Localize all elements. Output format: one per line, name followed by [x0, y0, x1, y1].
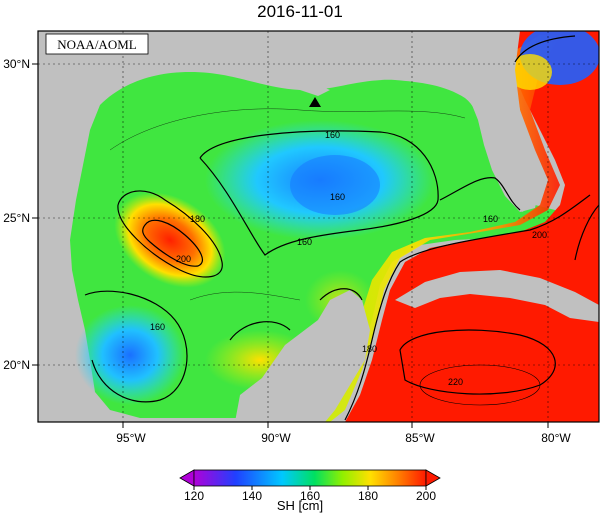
contour-label: 160 — [483, 214, 498, 224]
colorbar-tick-label: 160 — [300, 489, 320, 503]
contour-thin-south — [189, 291, 301, 301]
contour-label: 160 — [330, 192, 345, 202]
colorbar-tick-label: 180 — [358, 489, 378, 503]
contour-label: 160 — [325, 130, 340, 140]
caribbean-220-contour — [399, 329, 556, 395]
colorbar-low-arrow — [179, 469, 195, 487]
colorbar-high-arrow — [425, 469, 441, 487]
contour-180-loop-current — [344, 194, 591, 421]
lat-tick-label: 30°N — [3, 57, 30, 71]
western-warm-eddy — [114, 192, 226, 288]
contour-label: 160 — [297, 237, 312, 247]
contour-180-south — [229, 321, 291, 341]
lat-tick-label: 20°N — [3, 358, 30, 372]
lon-tick-label: 95°W — [116, 431, 146, 445]
colorbar-gradient — [193, 469, 427, 487]
map-title: 2016-11-01 — [257, 2, 343, 21]
longitude-axis: 95°W 90°W 85°W 80°W — [116, 422, 571, 445]
contour-thin-north — [109, 108, 466, 151]
map-frame — [37, 30, 600, 423]
colorbar-tick-label: 140 — [242, 489, 262, 503]
contour-160-west — [84, 290, 188, 403]
contour-label: 160 — [150, 322, 165, 332]
graticule — [38, 31, 599, 422]
contour-180-yucatan — [319, 288, 363, 301]
contour-label: 200 — [532, 230, 547, 240]
yucatan-peninsula — [235, 290, 370, 422]
colorbar-tick-label: 120 — [184, 489, 204, 503]
gulf-water — [70, 72, 570, 420]
contour-label: 180 — [362, 344, 377, 354]
lon-tick-label: 85°W — [405, 431, 435, 445]
florida-peninsula — [465, 31, 540, 212]
source-label-box — [45, 33, 149, 55]
contour-label: 180 — [190, 214, 205, 224]
lon-tick-label: 90°W — [261, 431, 291, 445]
colorbar: 120 140 160 180 200 — [179, 469, 441, 503]
lat-tick-label: 25°N — [3, 211, 30, 225]
colorbar-tick-label: 200 — [416, 489, 436, 503]
latitude-axis: 30°N 25°N 20°N — [3, 57, 38, 372]
contour-160-florida — [439, 177, 521, 211]
central-gulf-core — [290, 155, 380, 215]
atlantic-water — [345, 31, 599, 422]
contour-label: 220 — [448, 377, 463, 387]
northeast-band — [508, 54, 552, 90]
source-label: NOAA/AOML — [57, 37, 137, 52]
lon-tick-label: 80°W — [541, 431, 571, 445]
southwest-gulf-low — [75, 305, 185, 405]
contour-160-central — [199, 130, 439, 256]
station-marker-icon — [309, 97, 321, 107]
contour-label: 200 — [176, 254, 191, 264]
contour-northeast — [514, 35, 576, 63]
contour-200-eddy — [142, 219, 203, 267]
coastal-island — [300, 86, 330, 96]
colorbar-unit-label: SH [cm] — [276, 498, 324, 513]
contour-200-atlantic — [574, 204, 599, 261]
contour-180-eddy — [117, 190, 223, 278]
